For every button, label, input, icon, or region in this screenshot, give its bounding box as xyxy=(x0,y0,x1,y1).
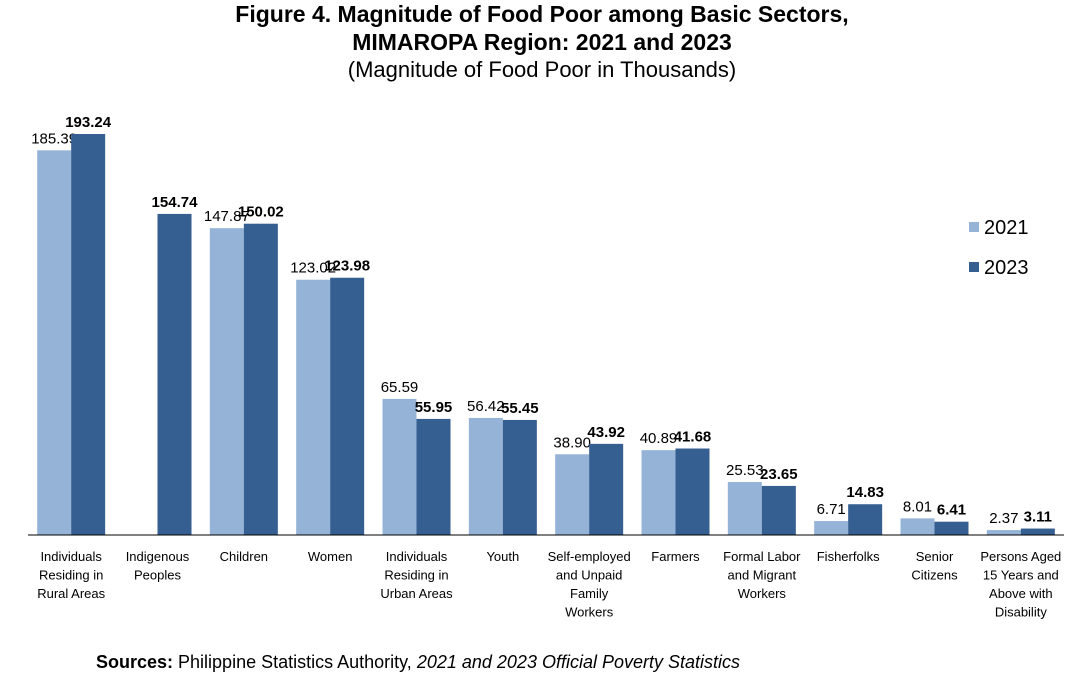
bar-2021-0 xyxy=(37,150,72,536)
data-label-2021-3: 123.02 xyxy=(290,260,336,277)
data-label-2023-3: 123.98 xyxy=(324,258,370,275)
category-label-5: Youth xyxy=(486,549,519,564)
data-label-2021-2: 147.87 xyxy=(204,208,250,225)
bar-2023-9 xyxy=(848,504,883,535)
bar-2023-1 xyxy=(157,213,192,536)
category-label-11: Persons Aged 15 Years and Above with Disabi… xyxy=(980,549,1061,620)
data-label-2021-0: 185.39 xyxy=(31,130,77,147)
data-label-2023-8: 23.65 xyxy=(760,466,798,483)
data-label-2023-11: 3.11 xyxy=(1024,509,1052,526)
data-label-2023-10: 6.41 xyxy=(937,502,966,519)
chart-title-line-1: Figure 4. Magnitude of Food Poor among B… xyxy=(235,1,849,27)
legend-swatch-2023 xyxy=(969,262,979,272)
category-label-1: Indigenous Peoples xyxy=(126,549,190,583)
category-label-7: Farmers xyxy=(651,549,700,564)
data-label-2023-2: 150.02 xyxy=(238,204,284,221)
bar-2021-11 xyxy=(986,530,1021,535)
bar-2023-0 xyxy=(71,134,106,536)
data-label-2023-0: 193.24 xyxy=(65,114,112,131)
category-label-4: Individuals Residing in Urban Areas xyxy=(380,549,453,601)
source-publication: 2021 and 2023 Official Poverty Statistic… xyxy=(416,652,741,672)
category-label-2: Children xyxy=(220,549,268,564)
data-label-2021-4: 65.59 xyxy=(381,379,419,396)
category-label-3: Women xyxy=(308,549,353,564)
chart-title-line-2: MIMAROPA Region: 2021 and 2023 xyxy=(352,29,732,55)
data-label-2021-6: 38.90 xyxy=(553,434,591,451)
data-label-2021-11: 2.37 xyxy=(989,510,1018,527)
bar-2023-10 xyxy=(934,521,969,535)
data-label-2021-7: 40.89 xyxy=(640,430,678,447)
bar-2023-3 xyxy=(330,277,365,535)
source-text: Philippine Statistics Authority, xyxy=(173,652,417,672)
legend-label-2021: 2021 xyxy=(984,217,1029,239)
chart-title-block: Figure 4. Magnitude of Food Poor among B… xyxy=(0,0,1084,84)
category-label-8: Formal Labor and Migrant Workers xyxy=(723,549,801,601)
chart-subtitle: (Magnitude of Food Poor in Thousands) xyxy=(347,57,737,82)
bar-2023-8 xyxy=(761,485,796,535)
source-note: Sources: Philippine Statistics Authority… xyxy=(96,652,740,673)
bar-2023-5 xyxy=(502,419,537,535)
bar-2021-5 xyxy=(468,417,503,535)
bar-2021-10 xyxy=(900,518,935,535)
category-label-6: Self-employed and Unpaid Family Workers xyxy=(548,549,631,620)
bar-2023-2 xyxy=(243,223,278,535)
data-label-2023-7: 41.68 xyxy=(674,429,712,446)
data-label-2023-5: 55.45 xyxy=(501,400,539,417)
data-label-2023-4: 55.95 xyxy=(415,399,453,416)
data-label-2021-9: 6.71 xyxy=(817,501,846,518)
data-label-2021-8: 25.53 xyxy=(726,462,764,479)
bar-2023-4 xyxy=(416,418,451,535)
category-label-10: Senior Citizens xyxy=(911,549,958,583)
bar-2021-3 xyxy=(296,279,331,535)
category-label-9: Fisherfolks xyxy=(817,549,880,564)
bar-2021-6 xyxy=(555,454,590,535)
bar-2023-6 xyxy=(589,443,624,535)
bar-2023-11 xyxy=(1020,528,1055,535)
source-prefix: Sources: xyxy=(96,652,174,672)
legend-swatch-2021 xyxy=(969,222,979,232)
data-label-2023-6: 43.92 xyxy=(587,424,625,441)
data-label-2021-5: 56.42 xyxy=(467,398,505,415)
bar-2021-2 xyxy=(209,228,244,536)
data-label-2021-10: 8.01 xyxy=(903,498,932,515)
bar-2021-4 xyxy=(382,398,417,535)
category-label-0: Individuals Residing in Rural Areas xyxy=(37,549,105,601)
data-label-2023-9: 14.83 xyxy=(846,484,884,501)
bar-2023-7 xyxy=(675,448,710,535)
data-label-2023-1: 154.74 xyxy=(152,194,199,211)
legend-label-2023: 2023 xyxy=(984,257,1029,279)
bar-2021-9 xyxy=(814,521,849,535)
bar-2021-8 xyxy=(727,482,762,535)
bar-2021-7 xyxy=(641,450,676,535)
